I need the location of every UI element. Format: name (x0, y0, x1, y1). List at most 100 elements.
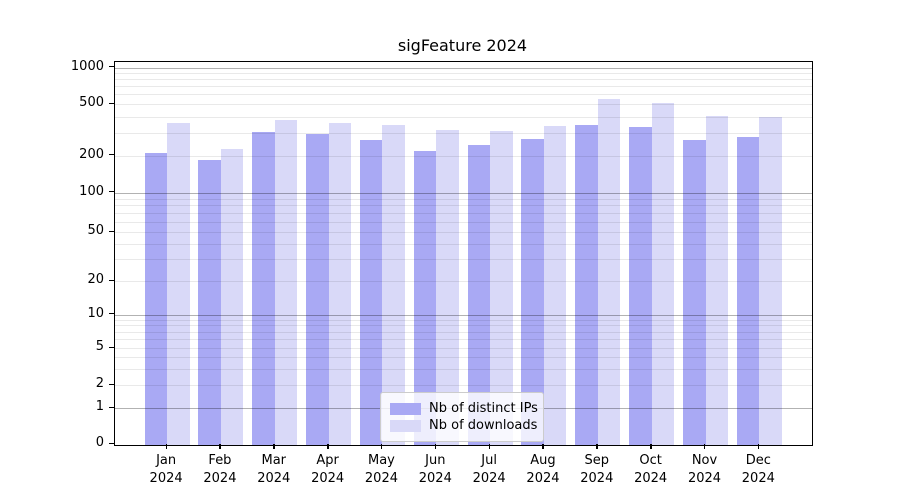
bar-distinct-ips-dec (736, 136, 760, 445)
x-tick-label: May 2024 (364, 453, 398, 486)
minor-gridline (115, 221, 812, 223)
bar-downloads-nov (705, 115, 728, 445)
minor-gridline (115, 368, 812, 370)
y-tick (109, 66, 114, 68)
minor-gridline (115, 205, 812, 207)
y-tick (109, 279, 114, 281)
y-tick-label: 0 (95, 435, 104, 450)
grid-layer (115, 62, 812, 445)
x-tick (596, 444, 598, 449)
legend-swatch-distinct-ips (390, 402, 421, 415)
x-tick-label: Apr 2024 (311, 453, 345, 486)
legend-swatch-downloads (390, 419, 421, 432)
x-tick (380, 444, 383, 449)
y-tick (109, 230, 114, 232)
legend-item-distinct-ips: Nb of distinct IPs (390, 401, 538, 416)
bar-downloads-jan (167, 123, 190, 445)
bar-distinct-ips-feb (198, 160, 221, 445)
y-tick-label: 200 (79, 146, 104, 162)
minor-gridline (115, 331, 812, 333)
y-tick (109, 313, 114, 315)
minor-gridline (115, 212, 812, 214)
y-tick (109, 191, 114, 193)
x-tick (704, 444, 706, 449)
bar-downloads-may (382, 125, 405, 445)
x-tick-label: Jan 2024 (149, 453, 183, 486)
y-tick-label: 500 (79, 95, 104, 110)
minor-gridline (115, 243, 812, 245)
y-tick (109, 346, 114, 348)
x-tick (165, 444, 167, 449)
minor-gridline (115, 385, 812, 386)
x-tick (650, 444, 652, 449)
x-tick-label: Sep 2024 (580, 453, 614, 486)
legend-item-downloads: Nb of downloads (390, 418, 538, 433)
bar-downloads-mar (274, 120, 298, 445)
minor-gridline (115, 357, 812, 358)
x-tick (757, 444, 760, 449)
minor-gridline (115, 325, 812, 327)
minor-gridline (115, 319, 812, 321)
x-tick (219, 444, 221, 449)
y-tick (109, 406, 114, 408)
major-gridline (115, 314, 812, 316)
bar-downloads-jul (490, 130, 513, 445)
bar-distinct-ips-may (359, 140, 383, 445)
y-tick-label: 50 (87, 223, 104, 238)
bars-layer (115, 62, 812, 445)
minor-gridline (115, 232, 812, 233)
bar-distinct-ips-jul (467, 144, 491, 445)
minor-gridline (115, 104, 812, 105)
minor-gridline (115, 155, 812, 157)
bar-downloads-apr (328, 122, 352, 445)
minor-gridline (115, 198, 812, 200)
legend: Nb of distinct IPs Nb of downloads (380, 392, 544, 442)
y-tick-label: 20 (87, 272, 104, 287)
minor-gridline (115, 86, 812, 88)
x-tick-label: Mar 2024 (257, 453, 291, 486)
bar-distinct-ips-sep (575, 125, 598, 445)
x-tick (327, 444, 329, 449)
legend-label-downloads: Nb of downloads (429, 418, 538, 433)
x-tick-label: Aug 2024 (526, 453, 560, 486)
bar-distinct-ips-jan (144, 152, 168, 445)
x-tick (273, 444, 275, 449)
y-tick (109, 102, 114, 104)
y-tick-label: 2 (95, 376, 104, 391)
major-gridline (115, 192, 812, 194)
y-tick-label: 100 (79, 183, 104, 199)
y-tick (109, 383, 114, 385)
chart-title: sigFeature 2024 (397, 36, 528, 55)
x-tick (488, 444, 491, 449)
bar-downloads-sep (597, 98, 621, 445)
x-tick (542, 444, 544, 449)
plot-area (114, 61, 813, 446)
bar-distinct-ips-mar (252, 131, 275, 445)
x-tick-label: Feb 2024 (203, 453, 237, 486)
bar-distinct-ips-jun (413, 150, 437, 445)
y-tick-label: 1000 (70, 58, 104, 74)
bar-downloads-aug (543, 125, 567, 445)
x-tick-label: Jul 2024 (472, 453, 506, 486)
x-tick (434, 444, 437, 449)
bar-distinct-ips-oct (629, 127, 652, 445)
minor-gridline (115, 259, 812, 261)
major-gridline (115, 67, 812, 69)
y-tick-label: 5 (95, 339, 104, 354)
bar-distinct-ips-apr (306, 134, 329, 445)
y-tick (109, 154, 114, 156)
minor-gridline (115, 79, 812, 81)
bar-downloads-dec (759, 116, 782, 445)
x-tick-label: Nov 2024 (687, 453, 722, 486)
x-tick-label: Jun 2024 (418, 453, 452, 486)
minor-gridline (115, 94, 812, 96)
bar-downloads-feb (220, 148, 244, 445)
y-tick-label: 10 (87, 305, 104, 321)
bar-downloads-jun (436, 129, 459, 445)
bar-distinct-ips-nov (683, 139, 706, 445)
minor-gridline (115, 73, 812, 75)
bar-downloads-oct (651, 102, 675, 445)
y-tick-label: 1 (95, 399, 104, 414)
minor-gridline (115, 339, 812, 341)
